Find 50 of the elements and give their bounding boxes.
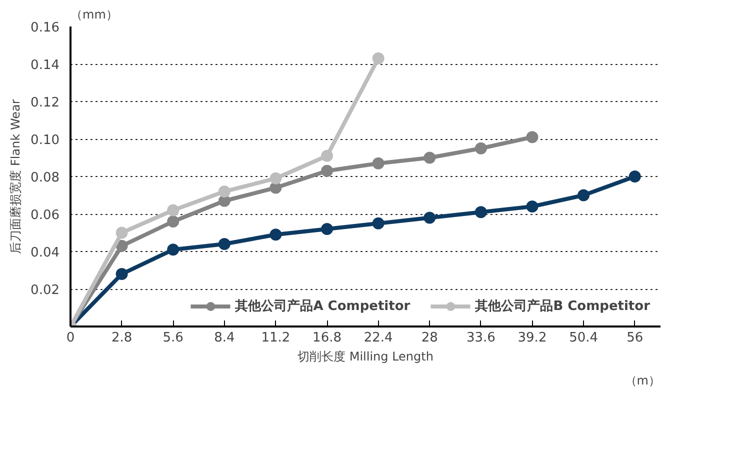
- point: [372, 52, 384, 64]
- y-tick-label: 0.06: [30, 208, 60, 223]
- legend-label: 其他公司产品B Competitor: [475, 298, 650, 315]
- point: [218, 186, 230, 198]
- point: [628, 170, 641, 182]
- x-tick-label: 50.4: [569, 330, 598, 346]
- point: [372, 217, 384, 230]
- x-tick-label: 8.4: [214, 330, 235, 346]
- y-tick-label: 0.10: [30, 133, 60, 148]
- x-tick-label: 22.4: [364, 330, 393, 346]
- y-tick-label: 0.16: [30, 20, 60, 36]
- x-tick-label: 11.2: [261, 330, 290, 346]
- point: [167, 244, 180, 256]
- y-axis-title: 后刀面磨损宽度 Flank Wear: [8, 99, 23, 254]
- point: [116, 240, 128, 252]
- y-tick-label: 0.04: [30, 246, 60, 260]
- x-tick-label: 39.2: [518, 330, 547, 346]
- x-tick-label: 16.8: [312, 330, 342, 346]
- point: [270, 228, 282, 241]
- y-tick-label: 0.12: [30, 96, 60, 110]
- point: [526, 200, 538, 212]
- point: [321, 223, 334, 235]
- point: [578, 189, 590, 202]
- x-tick-label: 28: [421, 330, 438, 346]
- x-tick-label: 56: [626, 330, 644, 346]
- point: [167, 204, 180, 216]
- point: [270, 172, 282, 184]
- point: [424, 152, 436, 164]
- point: [116, 226, 128, 239]
- point: [424, 212, 436, 224]
- y-tick-label: 0.02: [30, 283, 60, 298]
- y-tick-label: 0.08: [30, 170, 60, 186]
- point: [218, 238, 230, 250]
- text: （m）: [624, 374, 661, 388]
- point: [474, 206, 487, 218]
- point: [474, 142, 487, 154]
- point: [526, 131, 538, 144]
- y-tick-label: 0.14: [30, 58, 60, 73]
- point: [372, 157, 384, 170]
- x-tick-label: 2.8: [111, 330, 132, 346]
- x-tick-label: 33.6: [466, 330, 496, 346]
- point: [321, 150, 334, 162]
- point: [167, 216, 180, 228]
- legend-label: 其他公司产品A Competitor: [235, 298, 410, 315]
- point: [321, 164, 334, 177]
- point: [116, 268, 128, 280]
- text: （mm）: [70, 8, 118, 22]
- x-tick-label: 0: [66, 330, 75, 346]
- x-axis-title: 切削长度 Milling Length: [298, 350, 434, 364]
- x-tick-label: 5.6: [162, 330, 184, 346]
